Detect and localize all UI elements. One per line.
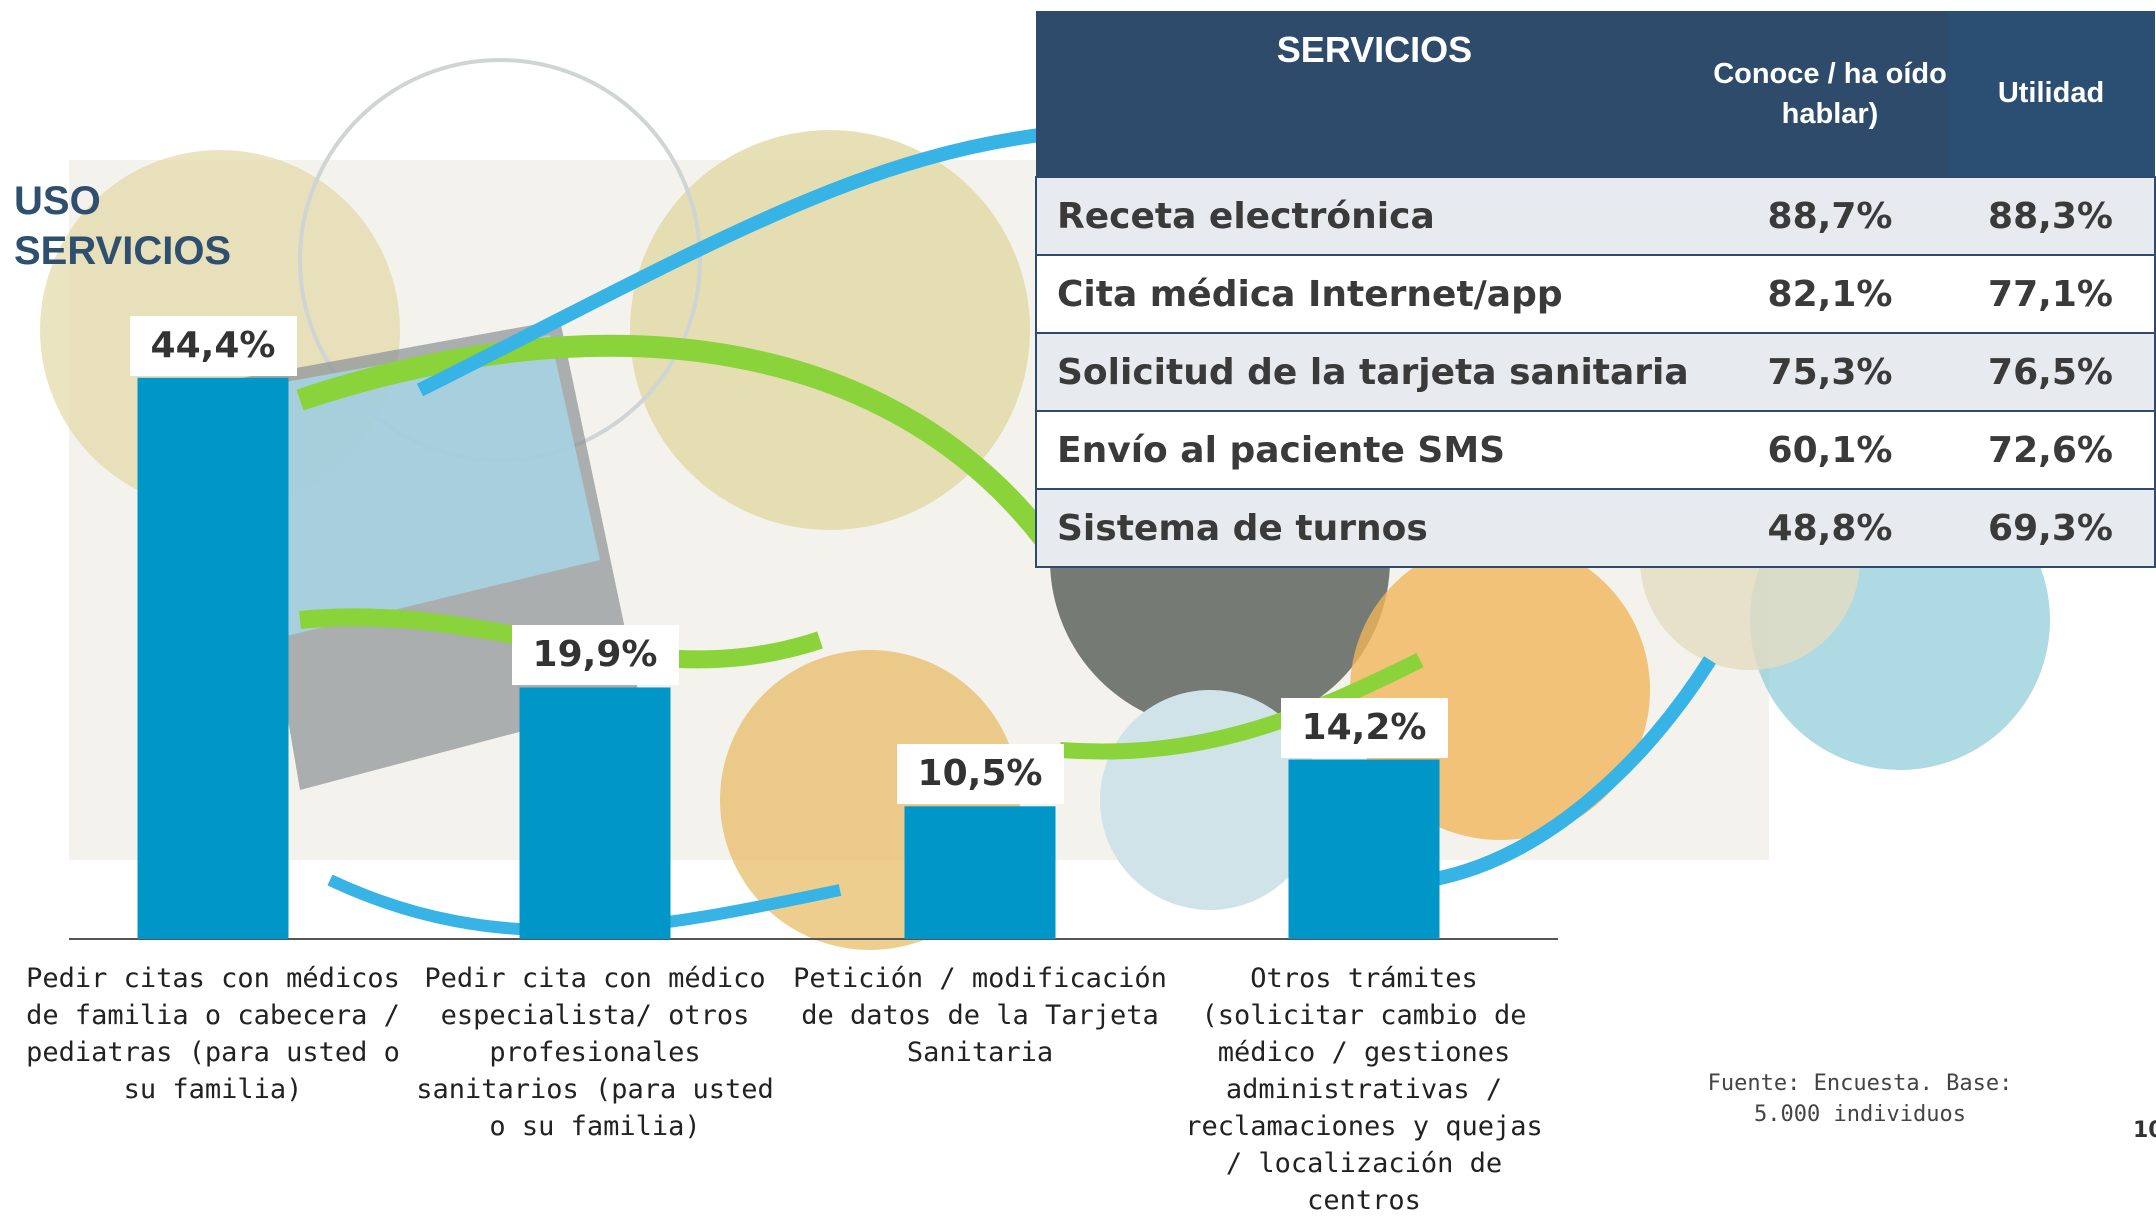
page-number: 10 <box>2133 1118 2156 1143</box>
arrow <box>296 334 1070 567</box>
source-note: Fuente: Encuesta. Base: 5.000 individuos <box>1707 1071 2013 1127</box>
x-tick-label: Pedir cita con médico especialista/ otro… <box>416 963 774 1142</box>
chart-title: USO SERVICIOS <box>14 179 232 273</box>
table-header: SERVICIOS Conoce / ha oído hablar) Utili… <box>1036 11 2155 177</box>
table-cell: 88,3% <box>1947 176 2156 256</box>
value-label: 14,2% <box>1280 697 1448 758</box>
table-row: Receta electrónica 88,7% 88,3% <box>1035 176 2156 256</box>
table-cell: 76,5% <box>1947 332 2156 412</box>
header-cell: SERVICIOS <box>1036 11 1713 177</box>
value-label: 44,4% <box>129 315 297 376</box>
table-row: Cita médica Internet/app 82,1% 77,1% <box>1035 254 2156 334</box>
arrow <box>1428 656 1716 887</box>
page: USO SERVICIOS SERVICIOS Conoce / ha oído… <box>14 11 2156 1216</box>
table-cell: 60,1% <box>1713 410 1947 490</box>
x-tick-label: Petición / modificación de datos de la T… <box>793 963 1167 1068</box>
table-cell: Cita médica Internet/app <box>1035 254 1713 334</box>
arrow <box>1059 652 1424 760</box>
header-cell: Utilidad <box>1947 11 2155 177</box>
table-row: Solicitud de la tarjeta sanitaria 75,3% 76… <box>1035 332 2156 412</box>
table-cell: 69,3% <box>1947 488 2156 568</box>
table-cell: 88,7% <box>1713 176 1947 256</box>
table-cell: 82,1% <box>1713 254 1947 334</box>
arrow <box>416 128 1041 397</box>
bar <box>137 377 289 939</box>
table-cell: 48,8% <box>1713 488 1947 568</box>
table-cell: Receta electrónica <box>1035 176 1713 256</box>
table-cell: Sistema de turnos <box>1035 488 1713 568</box>
services-table: SERVICIOS Conoce / ha oído hablar) Utili… <box>1035 11 2156 568</box>
bar <box>519 687 671 939</box>
header-cell: Conoce / ha oído hablar) <box>1713 11 1947 177</box>
table-cell: Envío al paciente SMS <box>1035 410 1713 490</box>
bar <box>1288 759 1440 939</box>
x-tick-label: Otros trámites (solicitar cambio de médi… <box>1185 963 1543 1216</box>
table-cell: Solicitud de la tarjeta sanitaria <box>1035 332 1713 412</box>
laptop-screen <box>240 335 600 640</box>
bar <box>904 806 1056 939</box>
x-tick-label: Pedir citas con médicos de familia o cab… <box>26 963 400 1105</box>
value-label: 19,9% <box>511 625 679 686</box>
table-cell: 77,1% <box>1947 254 2156 334</box>
table-cell: 72,6% <box>1947 410 2156 490</box>
table-row: Envío al paciente SMS 60,1% 72,6% <box>1035 410 2156 490</box>
table-row: Sistema de turnos 48,8% 69,3% <box>1035 488 2156 568</box>
value-label: 10,5% <box>896 744 1064 805</box>
table-cell: 75,3% <box>1713 332 1947 412</box>
